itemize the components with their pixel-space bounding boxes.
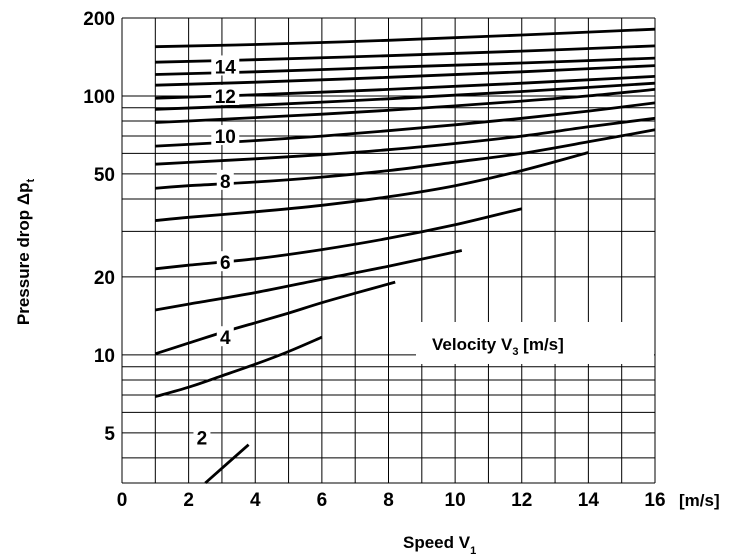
curve-label-8: 8 (220, 172, 231, 193)
series-curve-5 (155, 207, 523, 271)
legend-text: Velocity V3 [m/s] (432, 335, 564, 358)
y-tick-bg (68, 421, 116, 442)
curve-label-bg (216, 326, 234, 347)
series-curve-2 (154, 335, 323, 398)
curve-labels: 2 4 6 8 10 12 14 (193, 55, 240, 449)
curve-label-bg (193, 426, 211, 447)
y-tick-label: 5 (104, 424, 115, 445)
x-tick-label: 12 (511, 490, 532, 511)
y-tick-label: 100 (83, 87, 115, 108)
legend-suffix: [m/s] (518, 335, 563, 354)
series-curve-4 (155, 249, 463, 312)
curve-label-10: 10 (215, 127, 236, 148)
series-curve-13 (155, 64, 656, 87)
curve-label-bg (211, 125, 240, 146)
y-tick-label: 50 (94, 165, 115, 186)
y-tick-label: 200 (83, 9, 115, 30)
y-axis-title-text: Pressure drop Δp (14, 183, 33, 326)
x-axis-title-sub: 1 (470, 545, 476, 557)
y-tick-label: 10 (94, 346, 115, 367)
legend-box (416, 322, 654, 364)
curve-label-bg (216, 251, 234, 272)
x-axis-title-text: Speed V (403, 533, 471, 552)
series-curve-7 (155, 128, 656, 190)
legend: Velocity V3 [m/s] (416, 322, 654, 364)
y-axis-title-sub: t (25, 179, 37, 183)
x-tick-label: 6 (317, 490, 328, 511)
curve-label-14: 14 (215, 57, 237, 78)
curve-label-6: 6 (220, 253, 231, 274)
curve-label-bg (216, 169, 234, 190)
curve-label-2: 2 (197, 428, 208, 449)
curve-label-bg (211, 84, 240, 105)
x-tick-label: 0 (117, 490, 128, 511)
legend-label: Velocity V (432, 335, 513, 354)
curve-label-bg (211, 55, 240, 76)
x-tick-label: 4 (250, 490, 261, 511)
series-curve-1 (204, 443, 250, 485)
y-tick-bg (68, 7, 116, 27)
series-curve-8 (155, 116, 656, 166)
series-curve-16 (155, 27, 656, 49)
y-tick-bg (68, 343, 116, 364)
tick-labels: 0 2 4 6 8 10 12 14 16 5 10 20 50 100 200 (68, 7, 666, 511)
series-curve-10 (155, 88, 656, 124)
y-tick-label: 20 (94, 268, 115, 289)
y-tick-bg (68, 265, 116, 286)
y-tick-bg (68, 162, 116, 183)
curve-label-12: 12 (215, 87, 236, 108)
curve-label-4: 4 (220, 328, 231, 349)
x-axis-title: Speed V1 (403, 533, 476, 557)
x-tick-label: 10 (445, 490, 466, 511)
x-tick-label: 14 (578, 490, 600, 511)
curves (154, 27, 656, 485)
series-curve-3 (154, 280, 396, 356)
grid (121, 17, 656, 484)
series-curve-11 (155, 81, 656, 111)
series-curve-6 (155, 151, 589, 222)
x-tick-label: 8 (383, 490, 394, 511)
y-axis-title: Pressure drop Δpt (14, 179, 37, 326)
x-tick-label: 2 (183, 490, 194, 511)
y-tick-bg (68, 84, 116, 105)
x-unit-label: [m/s] (679, 491, 720, 510)
x-tick-label: 16 (644, 490, 665, 511)
legend-sub: 3 (512, 346, 518, 358)
